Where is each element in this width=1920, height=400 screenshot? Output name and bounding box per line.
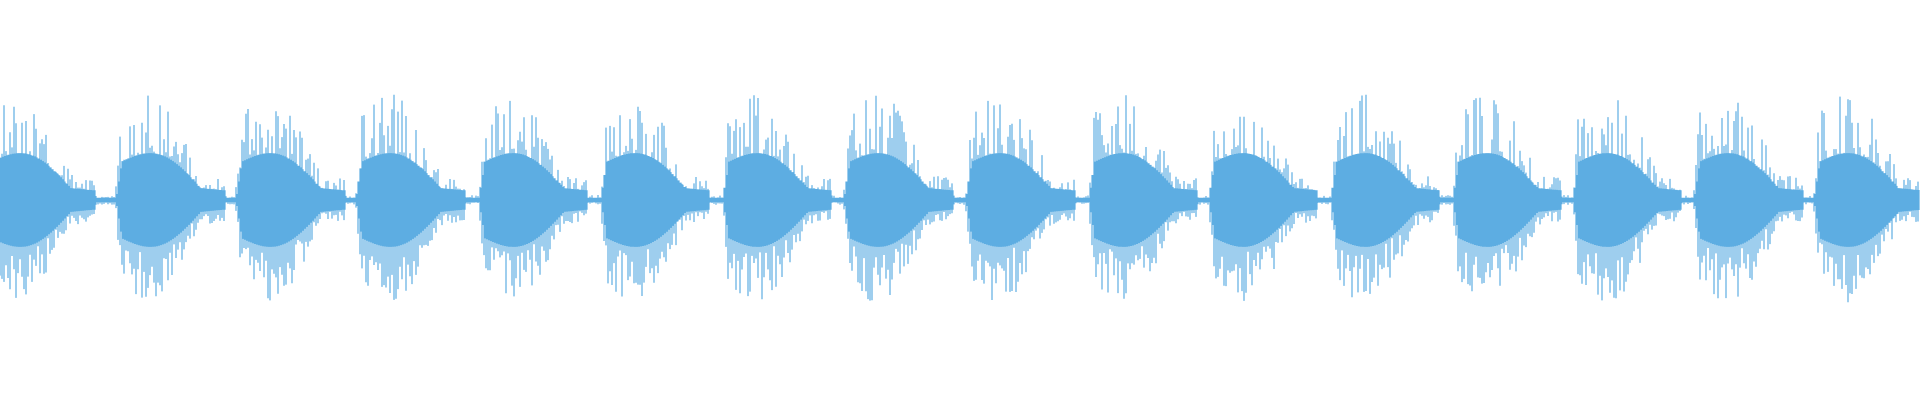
waveform-bars (0, 94, 1920, 303)
